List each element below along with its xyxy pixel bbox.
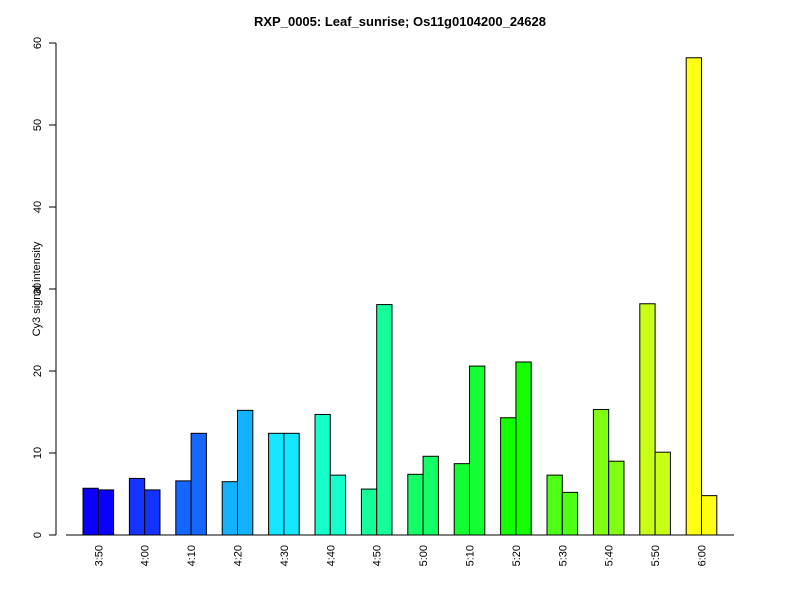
x-tick-label: 4:40	[325, 545, 337, 566]
y-tick-label: 60	[32, 37, 44, 49]
bar	[453, 463, 471, 536]
chart-title: RXP_0005: Leaf_sunrise; Os11g0104200_246…	[254, 14, 546, 29]
bar	[314, 413, 331, 536]
bar	[654, 451, 671, 536]
x-tick-label: 5:20	[511, 545, 523, 566]
bar	[221, 481, 238, 536]
bar	[268, 432, 285, 536]
y-tick-label: 50	[32, 119, 44, 131]
bar	[82, 487, 99, 536]
x-tick-label: 4:30	[279, 545, 291, 566]
x-tick-label: 5:10	[465, 545, 477, 566]
x-tick-label: 4:20	[233, 545, 245, 566]
bar	[283, 432, 300, 536]
bar	[422, 455, 439, 536]
bar	[701, 495, 718, 536]
x-tick-label: 4:00	[140, 545, 152, 566]
bar	[360, 488, 378, 536]
y-axis: 0 10 20 30 40 50 60	[32, 37, 57, 538]
x-axis: 3:50 4:00 4:10 4:20 4:30 4:40 4:50 5:00 5:10 5:20…	[66, 534, 734, 566]
y-axis-label: Cy3 signal intensity	[31, 241, 43, 336]
bar	[639, 303, 656, 536]
bar	[515, 361, 532, 536]
y-tick-label: 40	[32, 201, 44, 213]
bar	[561, 491, 579, 536]
x-tick-label: 5:50	[650, 545, 662, 566]
bar	[144, 489, 161, 536]
bar	[546, 474, 563, 536]
x-tick-label: 3:50	[93, 545, 105, 566]
bar	[329, 474, 347, 536]
y-tick-label: 20	[32, 365, 44, 377]
y-tick-label: 30	[32, 283, 44, 295]
bar	[376, 304, 393, 536]
bar	[175, 480, 192, 536]
bars-group	[82, 57, 718, 536]
bar	[685, 57, 703, 536]
bar	[237, 409, 254, 536]
bar	[592, 409, 610, 536]
bar	[469, 365, 486, 536]
x-tick-label: 5:30	[557, 545, 569, 566]
bar	[190, 432, 207, 536]
y-tick-label: 0	[32, 532, 44, 538]
bar	[608, 460, 625, 536]
bar	[500, 417, 517, 536]
x-tick-label: 5:40	[604, 545, 616, 566]
x-tick-label: 4:50	[372, 545, 384, 566]
bar	[128, 477, 146, 536]
y-tick-label: 10	[32, 447, 44, 459]
x-tick-label: 5:00	[418, 545, 430, 566]
x-tick-label: 6:00	[697, 545, 709, 566]
x-tick-label: 4:10	[186, 545, 198, 566]
bar	[97, 489, 115, 536]
bar	[407, 473, 424, 536]
